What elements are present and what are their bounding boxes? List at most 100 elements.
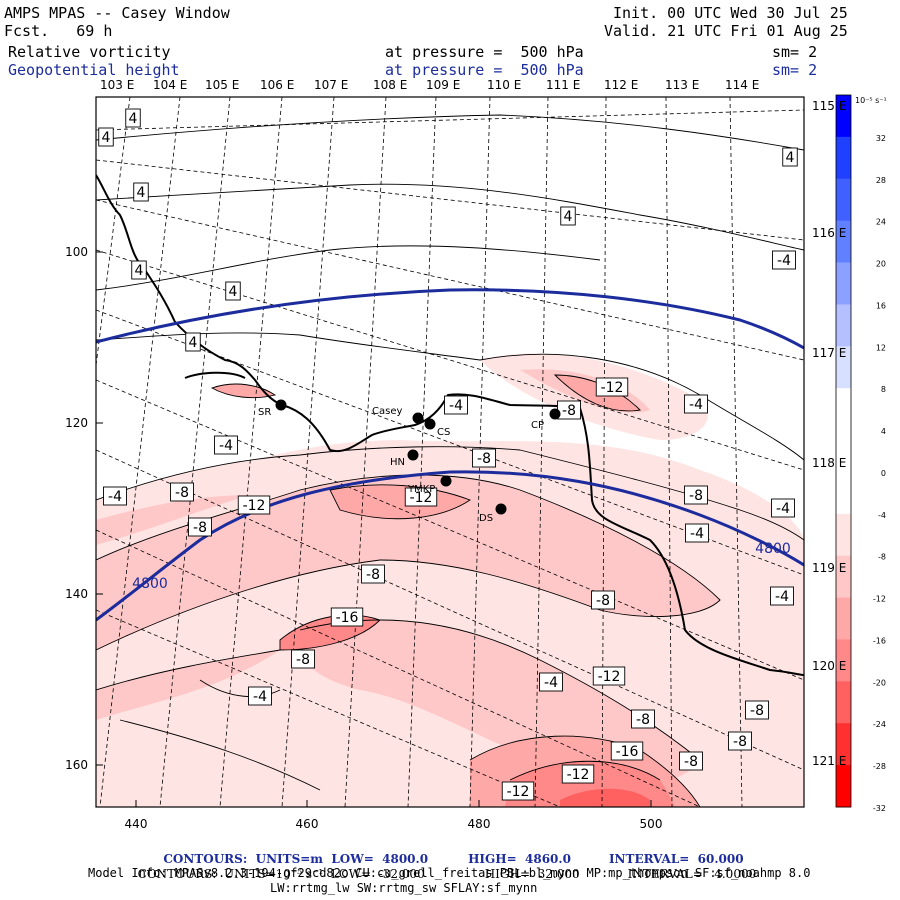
colorbar-swatch (836, 555, 851, 599)
colorbar-label: 28 (876, 176, 886, 185)
svg-text:-4: -4 (449, 398, 463, 414)
lat-lon-grid (96, 97, 804, 807)
right-longitude-label: 120 E (812, 659, 846, 673)
svg-text:-12: -12 (243, 498, 266, 514)
colorbar-swatch (836, 262, 851, 305)
vorticity-contour-label: -4 (248, 686, 272, 706)
vorticity-contour-label: -8 (679, 751, 703, 771)
colorbar-swatch (836, 639, 851, 682)
right-longitude-label: 117 E (812, 346, 846, 360)
station-marker (412, 412, 424, 424)
station-label: Casey (372, 406, 402, 417)
colorbar-swatch (836, 178, 851, 222)
vorticity-contour-label: -8 (631, 709, 655, 729)
colorbar-label: -12 (873, 595, 886, 604)
vorticity-contour-label: -8 (291, 649, 315, 669)
station-label: CP (531, 420, 544, 431)
left-axis-tick-label: 120 (65, 416, 88, 430)
top-longitude-label: 112 E (604, 78, 638, 92)
left-axis-tick-label: 100 (65, 245, 88, 259)
svg-text:-4: -4 (690, 526, 704, 542)
svg-text:-8: -8 (750, 703, 764, 719)
top-longitude-label: 107 E (314, 78, 348, 92)
vorticity-contour-label: 4 (125, 108, 141, 128)
svg-text:4: 4 (786, 150, 795, 166)
colorbar-label: 8 (881, 385, 886, 394)
vorticity-contour-label: -12 (501, 781, 535, 801)
height-contour-low: CONTOURS: UNITS=m LOW= 4800.0 (163, 852, 429, 866)
top-longitude-label: 105 E (205, 78, 239, 92)
vorticity-contour-label: -4 (539, 672, 563, 692)
svg-text:-8: -8 (733, 734, 747, 750)
vorticity-contour-label: 4 (98, 127, 114, 147)
top-longitude-label: 104 E (153, 78, 187, 92)
vorticity-contour-label: -12 (561, 764, 595, 784)
colorbar-label: 24 (876, 218, 886, 227)
station-label: YMKP (407, 484, 435, 495)
top-longitude-labels: 103 E 104 E 105 E 106 E 107 E 108 E 109 E 110 E… (100, 78, 759, 92)
height-contour-label: 4800 (132, 576, 168, 592)
vorticity-contour-label: 4 (185, 332, 201, 352)
vorticity-contour-high: HIGH= 32.000 (484, 867, 580, 881)
height-contour-info: CONTOURS: UNITS=m LOW= 4800.0 HIGH= 4860.… (155, 838, 743, 866)
svg-text:-4: -4 (689, 397, 703, 413)
svg-text:-4: -4 (108, 489, 122, 505)
svg-text:4: 4 (137, 185, 146, 201)
vorticity-contour-label: -8 (684, 485, 708, 505)
station-label: CS (437, 427, 450, 438)
svg-text:-8: -8 (689, 488, 703, 504)
colorbar-label: 4 (881, 427, 886, 436)
svg-text:-8: -8 (636, 712, 650, 728)
plot-frame (95, 96, 805, 808)
vorticity-contour-label: -4 (103, 486, 127, 506)
vorticity-contour-label: -8 (745, 700, 769, 720)
station-label: DS (479, 513, 493, 524)
valid-time: Valid. 21 UTC Fri 01 Aug 25 (604, 22, 848, 40)
vorticity-contour-interval: INTERVAL= 4.0000 (627, 867, 757, 881)
top-longitude-label: 103 E (100, 78, 134, 92)
coastline (96, 174, 804, 676)
colorbar-swatch (836, 430, 851, 473)
field2-smoothing: sm= 2 (772, 61, 818, 79)
init-time: Init. 00 UTC Wed 30 Jul 25 (613, 4, 848, 22)
colorbar-label: -8 (878, 553, 886, 562)
height-contour-labels: 4800 4800 (132, 541, 791, 592)
field2-name: Geopotential height (8, 61, 180, 79)
svg-text:-12: -12 (601, 380, 624, 396)
vorticity-contour-label: 4 (133, 182, 149, 202)
model-info-line2: LW:rrtmg_lw SW:rrtmg_sw SFLAY:sf_mynn (270, 881, 538, 895)
svg-text:4: 4 (135, 263, 144, 279)
right-longitude-label: 121 E (812, 754, 846, 768)
colorbar-label: 0 (881, 469, 886, 478)
colorbar-swatch (836, 346, 851, 389)
right-longitude-label: 118 E (812, 456, 846, 470)
field2-level: at pressure = 500 hPa (385, 61, 584, 79)
vorticity-contour-label: -8 (591, 590, 615, 610)
colorbar-label: -4 (878, 511, 886, 520)
vorticity-contour-label: -8 (472, 448, 496, 468)
svg-text:4: 4 (189, 335, 198, 351)
top-longitude-label: 109 E (426, 78, 460, 92)
colorbar-swatch (836, 95, 851, 138)
stations: SR Casey CS CP HN YMKP DS (258, 399, 561, 524)
field1-smoothing: sm= 2 (772, 43, 818, 61)
bottom-axis-tick-label: 500 (640, 817, 663, 831)
vorticity-contour-label: 4 (782, 147, 798, 167)
svg-text:-8: -8 (596, 593, 610, 609)
svg-text:-4: -4 (219, 438, 233, 454)
svg-text:-8: -8 (296, 652, 310, 668)
bottom-axis-tick-label: 480 (468, 817, 491, 831)
left-axis-ticks: 100 120 140 160 (65, 245, 103, 772)
right-longitude-labels: 115 E 116 E 117 E 118 E 119 E 120 E 121 E (812, 99, 846, 768)
colorbar-label: 20 (876, 260, 886, 269)
vorticity-contour-label: -12 (237, 495, 271, 515)
vorticity-contour-label: -4 (684, 394, 708, 414)
left-axis-tick-label: 140 (65, 587, 88, 601)
station-label: HN (390, 457, 405, 468)
shaded-field (96, 97, 804, 807)
colorbar-swatch (836, 220, 851, 264)
svg-text:4: 4 (102, 130, 111, 146)
svg-text:-16: -16 (336, 610, 359, 626)
top-longitude-label: 111 E (546, 78, 580, 92)
